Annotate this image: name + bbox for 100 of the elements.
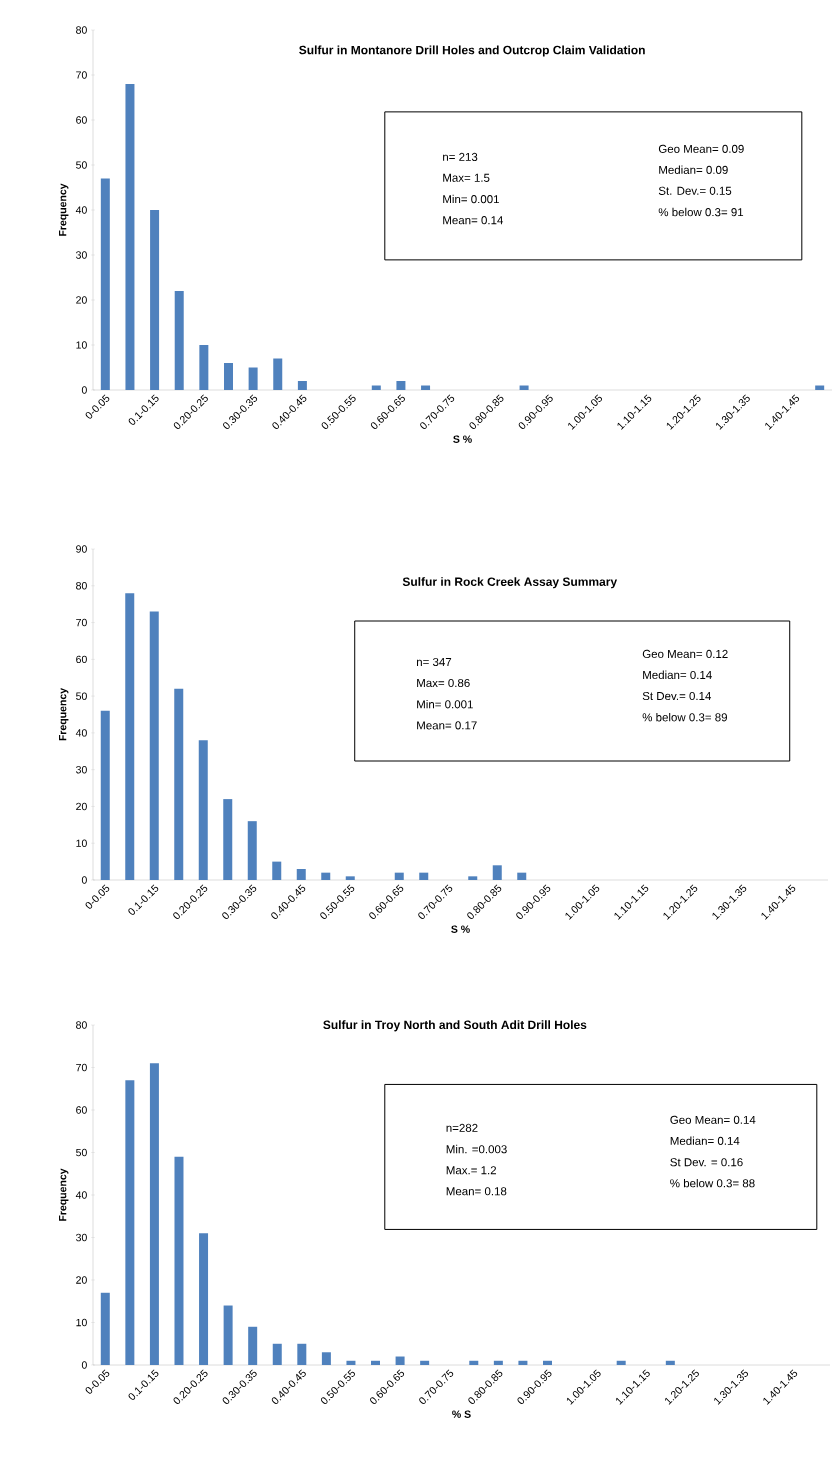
bar <box>395 1356 405 1366</box>
bar <box>150 210 160 390</box>
y-tick-label: 50 <box>76 692 87 700</box>
bar <box>199 1233 209 1366</box>
bar <box>174 688 184 881</box>
y-axis-title: Frequency <box>59 1168 69 1221</box>
bar <box>518 1360 528 1366</box>
annotation: Min= 0.001 <box>443 194 499 204</box>
y-tick-label: 50 <box>76 1148 87 1157</box>
y-tick-label: 10 <box>76 1318 87 1327</box>
bar <box>665 1360 675 1366</box>
annotation: St. Dev.= 0.15 <box>658 186 732 195</box>
y-tick-label: 30 <box>76 251 87 259</box>
x-axis-title: % S <box>452 1410 471 1418</box>
bar <box>198 740 208 881</box>
y-tick-label: 80 <box>76 26 87 34</box>
bar <box>223 363 233 390</box>
bar <box>468 876 478 881</box>
y-tick-label: 90 <box>76 545 87 553</box>
bar <box>248 1326 258 1366</box>
bar <box>100 178 110 390</box>
y-tick-label: 80 <box>76 582 87 590</box>
bar <box>223 1305 233 1366</box>
bar <box>125 593 135 881</box>
bar <box>396 381 406 390</box>
annotation: St Dev. = 0.16 <box>670 1158 743 1167</box>
y-tick-label: 20 <box>76 802 87 811</box>
annotation: Mean= 0.17 <box>417 721 477 730</box>
bar <box>149 1063 159 1366</box>
annotation: Min= 0.001 <box>417 699 473 709</box>
annotation: Min. =0.003 <box>446 1144 507 1154</box>
annotation: n=282 <box>446 1123 478 1132</box>
bar <box>223 799 233 881</box>
y-axis-title: Frequency <box>59 183 69 236</box>
y-tick-label: 70 <box>76 618 87 627</box>
y-tick-label: 30 <box>76 765 87 774</box>
annotation: Mean= 0.14 <box>443 216 504 225</box>
annotation: Geo Mean= 0.14 <box>670 1115 756 1124</box>
bar <box>272 1343 282 1366</box>
y-tick-label: 70 <box>76 71 87 79</box>
bar <box>492 865 502 881</box>
bar <box>493 1360 503 1366</box>
bar <box>420 1360 430 1366</box>
x-axis-title: S % <box>451 925 470 933</box>
bar <box>542 1360 552 1366</box>
y-tick-label: 20 <box>76 296 87 304</box>
annotation: Max.= 1.2 <box>446 1166 497 1175</box>
y-tick-label: 20 <box>76 1276 87 1284</box>
bar <box>273 358 283 390</box>
bar <box>174 291 184 390</box>
bar <box>517 872 527 881</box>
annotation: % below 0.3= 89 <box>642 712 727 722</box>
y-axis-title: Frequency <box>59 688 69 741</box>
annotation: Median= 0.14 <box>670 1136 740 1145</box>
bar <box>419 872 429 881</box>
bar <box>100 1292 110 1366</box>
bar <box>371 1360 381 1366</box>
bar <box>125 84 135 390</box>
y-tick-label: 0 <box>81 1361 87 1369</box>
annotation: % below 0.3= 91 <box>658 207 744 217</box>
y-tick-label: 40 <box>75 1191 87 1199</box>
bar <box>371 385 381 390</box>
text: Sulfur in Rock Creek Assay Summary <box>402 577 618 589</box>
y-tick-label: 30 <box>76 1233 87 1242</box>
bar <box>469 1360 479 1366</box>
bar <box>297 1343 307 1366</box>
x-axis-title: S % <box>453 435 472 443</box>
bar <box>149 611 159 881</box>
y-tick-label: 60 <box>76 1106 87 1114</box>
y-tick-label: 80 <box>76 1021 87 1029</box>
bar <box>297 381 307 390</box>
y-tick-label: 10 <box>76 839 87 847</box>
annotation: Geo Mean= 0.12 <box>642 649 728 659</box>
text: Sulfur in Montanore Drill Holes and Outcrop Claim Validation <box>299 45 645 57</box>
y-tick-label: 50 <box>76 161 87 169</box>
bar <box>100 710 110 881</box>
bar <box>321 872 331 881</box>
bar <box>248 367 258 390</box>
annotation: Median= 0.14 <box>643 670 712 680</box>
y-tick-label: 60 <box>76 655 87 664</box>
bar <box>616 1360 626 1366</box>
bar <box>394 872 404 881</box>
annotation: Median= 0.09 <box>659 165 728 174</box>
y-tick-label: 60 <box>76 116 87 124</box>
y-tick-label: 40 <box>75 206 87 214</box>
bar <box>345 876 355 881</box>
y-tick-label: 70 <box>76 1063 87 1072</box>
bar <box>247 821 257 881</box>
bar <box>174 1156 184 1366</box>
bar <box>125 1080 135 1366</box>
annotation: n= 347 <box>416 657 452 667</box>
annotation: Max= 1.5 <box>443 173 490 182</box>
bar <box>199 345 209 390</box>
annotation: n= 213 <box>443 152 478 161</box>
y-tick-label: 0 <box>81 876 87 884</box>
annotation: Mean= 0.18 <box>446 1187 507 1196</box>
bar <box>272 861 282 881</box>
annotation: Geo Mean= 0.09 <box>658 144 744 153</box>
bar <box>296 868 306 881</box>
bar <box>321 1352 331 1366</box>
